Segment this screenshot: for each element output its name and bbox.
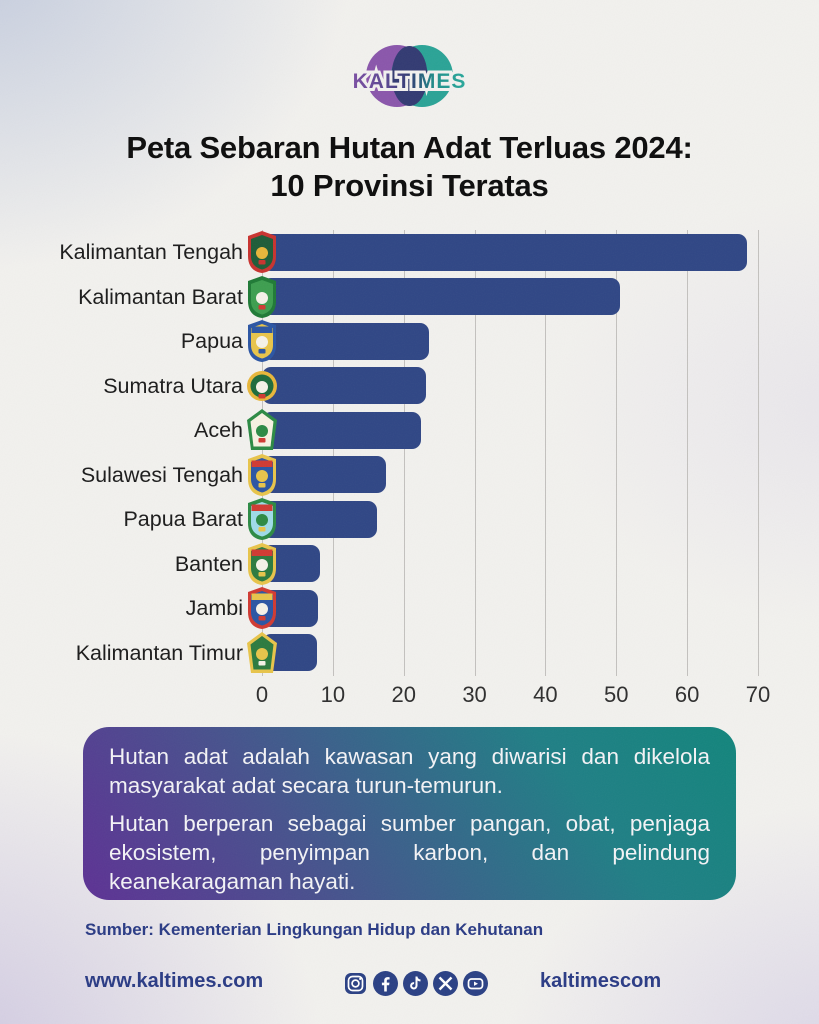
x-tick-40: 40 <box>533 682 558 707</box>
bar-plot-area <box>248 453 819 498</box>
page-title-line1: Peta Sebaran Hutan Adat Terluas 2024: <box>126 130 693 165</box>
x-tick-70: 70 <box>745 682 771 707</box>
value-bar <box>262 500 377 538</box>
page-title: Peta Sebaran Hutan Adat Terluas 2024: 10… <box>0 129 819 205</box>
bar-plot-area <box>248 319 819 364</box>
tiktok-icon[interactable] <box>402 970 429 997</box>
bar-plot-area <box>248 586 819 631</box>
bar-label: Papua Barat <box>123 507 243 531</box>
kaltimes-logo: KALTIMES KALTIMES <box>0 34 819 124</box>
bar-plot-area <box>247 408 819 453</box>
aceh-emblem <box>247 409 277 450</box>
footer-website: www.kaltimes.com <box>85 970 264 992</box>
chart-row: Kalimantan Barat <box>0 275 819 320</box>
sulawesi-tengah-emblem <box>248 453 276 496</box>
bar-label: Aceh <box>193 418 243 442</box>
info-paragraph-1: Hutan adat adalah kawasan yang diwarisi … <box>109 744 710 798</box>
bar-plot-area <box>248 542 819 587</box>
x-tick-20: 20 <box>391 682 416 707</box>
value-bar <box>262 411 421 449</box>
bar-plot-area <box>248 497 819 542</box>
facebook-icon[interactable] <box>372 970 399 997</box>
x-tick-50: 50 <box>604 682 629 707</box>
value-bar <box>262 233 747 271</box>
x-tick-0: 0 <box>255 682 269 707</box>
x-tick-30: 30 <box>462 682 487 707</box>
x-icon[interactable] <box>432 970 459 997</box>
bar-label: Kalimantan Barat <box>78 284 243 309</box>
sumatra-utara-emblem <box>247 370 277 401</box>
chart-row: Kalimantan Tengah <box>0 230 819 275</box>
bar-chart: Kalimantan Tengah Kalimantan Barat Papua… <box>0 230 819 716</box>
instagram-icon[interactable] <box>342 970 369 997</box>
page-title-line2: 10 Provinsi Teratas <box>270 168 549 203</box>
kalimantan-tengah-emblem <box>248 231 276 273</box>
youtube-icon[interactable] <box>462 970 489 997</box>
logo-wordmark-fill: KALTIMES <box>352 70 467 93</box>
x-tick-10: 10 <box>320 682 346 707</box>
chart-row: Kalimantan Timur <box>0 631 819 676</box>
chart-row: Sulawesi Tengah <box>0 453 819 498</box>
kalimantan-timur-emblem <box>247 631 277 673</box>
chart-rows: Kalimantan Tengah Kalimantan Barat Papua… <box>0 230 819 676</box>
bar-label: Sumatra Utara <box>103 373 243 398</box>
papua-barat-emblem <box>248 498 276 540</box>
x-tick-60: 60 <box>674 682 700 707</box>
chart-row: Papua Barat <box>0 497 819 542</box>
chart-row: Banten <box>0 542 819 587</box>
bar-label: Kalimantan Timur <box>75 640 243 665</box>
banten-emblem <box>248 542 276 585</box>
footer-social-icons <box>342 970 489 997</box>
papua-emblem <box>248 320 276 362</box>
info-box: Hutan adat adalah kawasan yang diwarisi … <box>83 727 736 900</box>
source-credit: Sumber: Kementerian Lingkungan Hidup dan… <box>85 920 544 939</box>
chart-row: Aceh <box>0 408 819 453</box>
bar-label: Sulawesi Tengah <box>80 462 243 487</box>
chart-row: Sumatra Utara <box>0 364 819 409</box>
value-bar <box>262 367 426 404</box>
chart-row: Jambi <box>0 586 819 631</box>
value-bar <box>262 278 620 315</box>
bar-plot-area <box>248 275 819 320</box>
bar-label: Papua <box>180 329 243 353</box>
kalimantan-barat-emblem <box>248 275 276 318</box>
info-paragraph-2: Hutan berperan sebagai sumber pangan, ob… <box>109 811 710 894</box>
bar-plot-area <box>247 364 819 409</box>
bar-label: Banten <box>174 551 243 576</box>
jambi-emblem <box>248 587 276 629</box>
chart-row: Papua <box>0 319 819 364</box>
x-axis-tick-labels: 0 10 20 30 40 50 60 70 <box>256 682 770 712</box>
bar-label: Jambi <box>185 596 243 620</box>
logo-wordmark: KALTIMES KALTIMES <box>350 67 469 96</box>
bar-label: Kalimantan Tengah <box>59 240 243 264</box>
footer-handle: kaltimescom <box>540 970 662 992</box>
bar-plot-area <box>247 631 819 676</box>
bar-plot-area <box>248 230 819 275</box>
value-bar <box>262 456 386 493</box>
value-bar <box>262 322 430 360</box>
